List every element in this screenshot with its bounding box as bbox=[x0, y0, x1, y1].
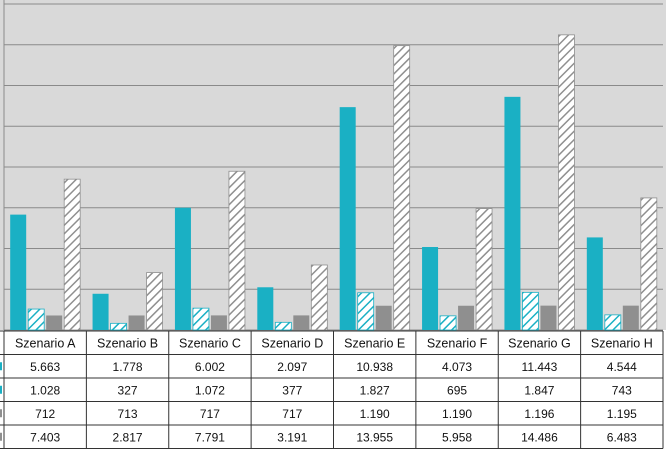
table-cell-value: 6.002 bbox=[195, 360, 225, 374]
bar-series-1-szenario-f bbox=[422, 247, 439, 330]
category-label: Szenario E bbox=[344, 336, 405, 350]
category-label: Szenario A bbox=[15, 336, 76, 350]
bar-series-1-szenario-h bbox=[586, 237, 603, 330]
table-cell-value: 7.791 bbox=[195, 430, 225, 444]
bar-series-1-szenario-c bbox=[174, 207, 191, 330]
table-cell-value: 10.938 bbox=[356, 360, 393, 374]
bar-series-3-szenario-d bbox=[293, 315, 310, 330]
table-cell-value: 1.778 bbox=[113, 360, 143, 374]
table-cell-value: 377 bbox=[282, 383, 302, 397]
bar-series-2-szenario-h bbox=[604, 314, 622, 331]
bar-series-3-szenario-e bbox=[375, 305, 392, 330]
table-background bbox=[0, 331, 663, 449]
table-cell-value: 4.073 bbox=[442, 360, 472, 374]
bar-series-1-szenario-a bbox=[10, 214, 27, 330]
table-cell-value: 717 bbox=[282, 407, 302, 421]
category-label: Szenario D bbox=[261, 336, 323, 350]
bar-series-3-szenario-g bbox=[540, 305, 557, 330]
gridlines bbox=[3, 0, 663, 331]
category-label: Szenario B bbox=[97, 336, 158, 350]
legend-key-marker bbox=[0, 385, 2, 394]
table-cell-value: 13.955 bbox=[356, 430, 393, 444]
category-label: Szenario F bbox=[427, 336, 488, 350]
table-cell-value: 14.486 bbox=[521, 430, 558, 444]
bar-series-3-szenario-c bbox=[210, 315, 227, 330]
table-cell-value: 6.483 bbox=[607, 430, 637, 444]
bar-series-4-szenario-d bbox=[310, 264, 328, 331]
bar-series-4-szenario-e bbox=[393, 45, 411, 331]
bar-series-4-szenario-g bbox=[558, 34, 575, 331]
bar-series-1-szenario-b bbox=[92, 293, 109, 330]
bar-series-2-szenario-f bbox=[439, 315, 457, 331]
table-cell-value: 1.190 bbox=[360, 407, 390, 421]
table-cell-value: 5.663 bbox=[30, 360, 60, 374]
table-cell-value: 1.028 bbox=[30, 383, 60, 397]
bar-series-2-szenario-d bbox=[274, 321, 292, 331]
bar-series-2-szenario-g bbox=[522, 291, 539, 331]
table-cell-value: 717 bbox=[200, 407, 220, 421]
legend-key-marker bbox=[0, 432, 2, 441]
table-cell-value: 3.191 bbox=[277, 430, 307, 444]
plot-area bbox=[0, 0, 666, 330]
table-cell-value: 1.190 bbox=[442, 407, 472, 421]
table-cell-value: 743 bbox=[612, 383, 632, 397]
category-label: Szenario H bbox=[591, 336, 653, 350]
bar-series-3-szenario-b bbox=[128, 315, 145, 330]
table-cell-value: 327 bbox=[118, 383, 138, 397]
table-cell-value: 1.195 bbox=[607, 407, 637, 421]
bar-series-2-szenario-e bbox=[357, 292, 375, 331]
legend-key-marker bbox=[0, 362, 2, 371]
bars bbox=[10, 34, 658, 331]
bar-series-1-szenario-d bbox=[257, 287, 274, 330]
table-cell-value: 695 bbox=[447, 383, 467, 397]
table-cell-value: 1.072 bbox=[195, 383, 225, 397]
bar-series-1-szenario-e bbox=[339, 107, 356, 331]
table-cell-value: 4.544 bbox=[607, 360, 637, 374]
bar-series-3-szenario-a bbox=[46, 315, 63, 330]
bar-series-3-szenario-f bbox=[458, 305, 475, 330]
table-cell-value: 1.827 bbox=[360, 383, 390, 397]
table-cell-value: 11.443 bbox=[522, 360, 558, 374]
table-cell-value: 712 bbox=[35, 407, 55, 421]
table-cell-value: 5.958 bbox=[442, 430, 472, 444]
bar-series-2-szenario-c bbox=[192, 307, 210, 331]
category-label: Szenario C bbox=[179, 336, 241, 350]
legend-key-marker bbox=[0, 409, 2, 418]
category-label: Szenario G bbox=[508, 336, 571, 350]
data-table: Szenario A Szenario B Szenario C Szenario D… bbox=[0, 330, 664, 449]
bar-series-4-szenario-f bbox=[475, 208, 493, 331]
table-cell-value: 2.097 bbox=[277, 360, 307, 374]
table-cell-value: 7.403 bbox=[30, 430, 60, 444]
table-cell-value: 1.847 bbox=[524, 383, 554, 397]
bar-series-1-szenario-g bbox=[504, 96, 521, 330]
bar-series-4-szenario-b bbox=[146, 272, 163, 331]
table-cell-value: 2.817 bbox=[113, 430, 143, 444]
bar-series-2-szenario-b bbox=[110, 322, 127, 331]
bar-series-4-szenario-c bbox=[228, 170, 246, 331]
bar-series-4-szenario-a bbox=[63, 178, 81, 331]
table-cell-value: 713 bbox=[118, 407, 138, 421]
bar-series-2-szenario-a bbox=[27, 308, 45, 331]
bar-series-3-szenario-h bbox=[622, 305, 639, 330]
table-cell-value: 1.196 bbox=[524, 407, 554, 421]
bar-series-4-szenario-h bbox=[640, 197, 658, 331]
